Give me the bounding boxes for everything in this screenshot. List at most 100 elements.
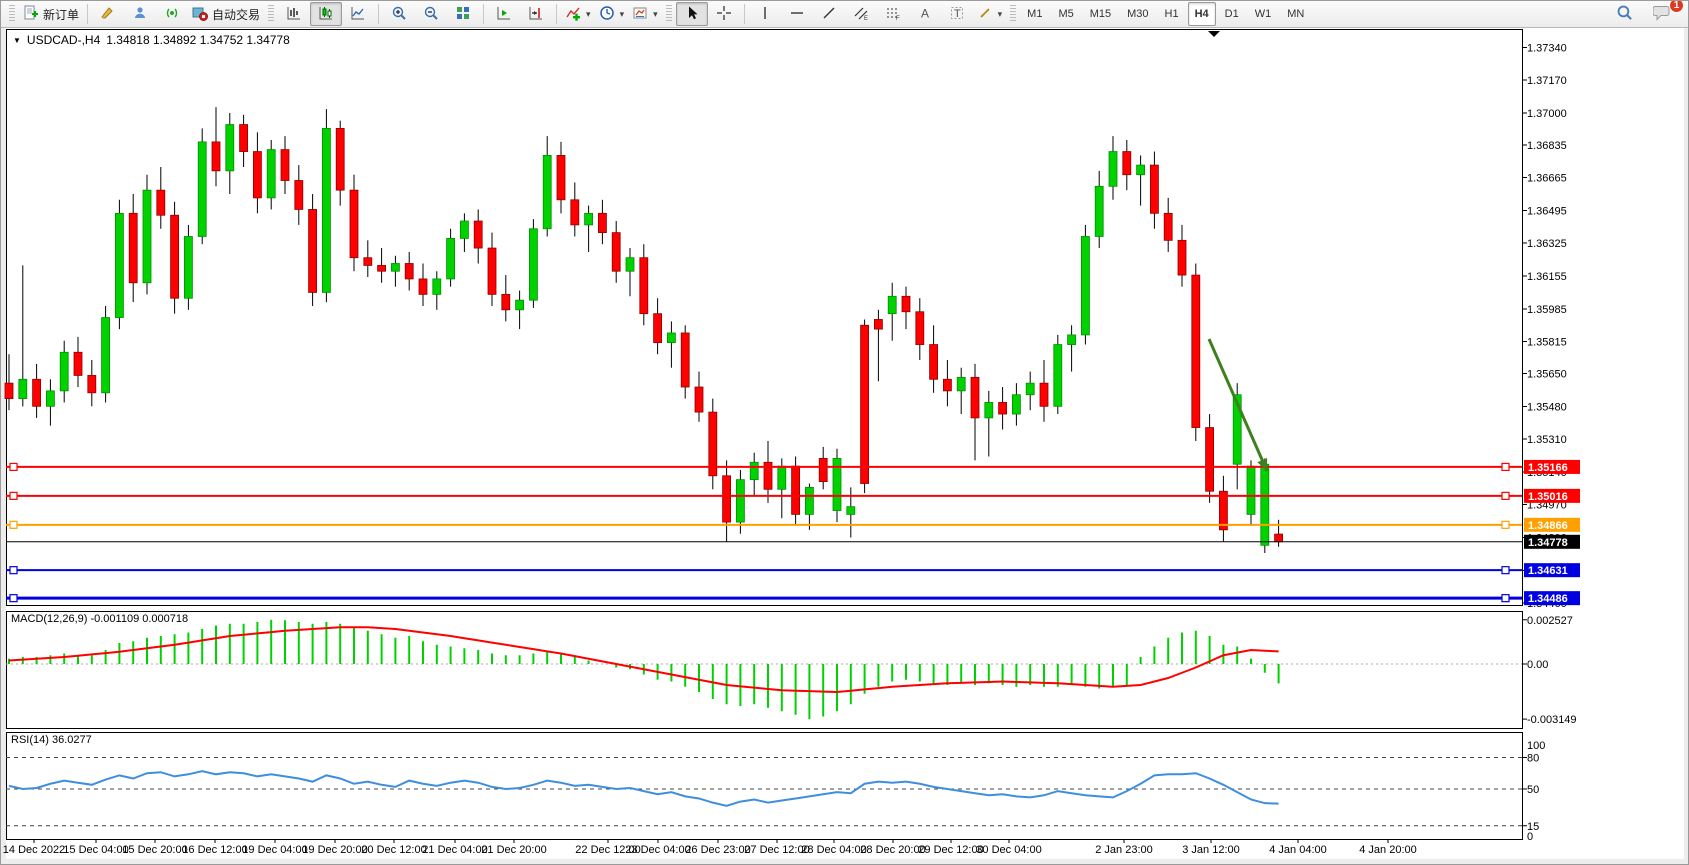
svg-text:80: 80: [1527, 753, 1539, 765]
candle: [59, 340, 69, 403]
timeframe-button-d1[interactable]: D1: [1224, 8, 1239, 20]
rsi-series: [6, 757, 1522, 827]
toolbar-grip[interactable]: [9, 5, 15, 23]
search-button[interactable]: [1608, 2, 1640, 26]
templates-button[interactable]: ▾: [628, 2, 662, 26]
svg-text:1.36325: 1.36325: [1527, 238, 1567, 250]
timeframe-button-h4[interactable]: H4: [1187, 2, 1216, 26]
line-chart-mode-button[interactable]: [342, 2, 374, 26]
macd-pane: [6, 611, 1523, 729]
candle: [887, 282, 897, 341]
zoom-in-button[interactable]: [383, 2, 415, 26]
candle: [1108, 136, 1118, 200]
line-handle-right[interactable]: [1501, 594, 1510, 603]
line-handle-left[interactable]: [9, 520, 18, 529]
zoom-out-button[interactable]: [415, 2, 447, 26]
toolbar-grip[interactable]: [665, 5, 672, 23]
timeframe-button-mn[interactable]: MN: [1287, 8, 1305, 20]
svg-text:1.35310: 1.35310: [1527, 434, 1567, 446]
candle: [1219, 475, 1228, 542]
chart-shift-button[interactable]: [520, 2, 552, 26]
candle: [418, 263, 428, 306]
candle: [183, 224, 193, 310]
svg-text:1.35016: 1.35016: [1528, 491, 1568, 503]
candle: [542, 136, 552, 237]
macd-axis: 0.002527 0.00 -0.003149: [1522, 615, 1577, 726]
svg-text:A: A: [921, 6, 929, 20]
candle: [805, 483, 814, 530]
timeframe-button-m15[interactable]: M15: [1089, 8, 1112, 20]
macd-series: [6, 619, 1522, 720]
candle: [335, 120, 345, 206]
horizontal-line-tool-button[interactable]: [781, 2, 813, 26]
horizontal-line-1.34866[interactable]: 1.34866: [6, 517, 1580, 532]
timeframe-button-h1[interactable]: H1: [1164, 8, 1179, 20]
candlestick-series: [4, 107, 1283, 553]
indicators-button[interactable]: ▾: [561, 2, 595, 26]
timeframe-button-m1[interactable]: M1: [1027, 8, 1043, 20]
candle: [473, 209, 483, 264]
new-order-icon: [23, 5, 39, 24]
arrows-icon: [977, 5, 993, 24]
community-button[interactable]: [124, 2, 156, 26]
candle: [225, 112, 235, 195]
signal-icon: [164, 5, 180, 24]
signals-button[interactable]: [156, 2, 188, 26]
new-order-button[interactable]: 新订单: [19, 2, 83, 26]
toolbar-grip[interactable]: [268, 5, 275, 23]
candlestick-mode-button[interactable]: [310, 2, 343, 26]
vertical-line-tool-button[interactable]: [749, 2, 781, 26]
line-handle-left[interactable]: [9, 566, 18, 575]
candle: [860, 319, 869, 494]
auto-scroll-button[interactable]: [488, 2, 520, 26]
time-axis-label: 27 Dec 12:00: [744, 844, 809, 856]
crosshair-tool-button[interactable]: [708, 2, 740, 26]
periods-button[interactable]: ▾: [595, 2, 629, 26]
candle: [280, 136, 290, 195]
text-label-tool-button[interactable]: T: [941, 2, 973, 26]
timeframe-button-w1[interactable]: W1: [1254, 8, 1272, 20]
line-handle-right[interactable]: [1501, 520, 1510, 529]
timeframe-button-m5[interactable]: M5: [1058, 8, 1074, 20]
candle: [101, 305, 110, 403]
line-handle-right[interactable]: [1501, 491, 1510, 500]
horizontal-line-1.34486[interactable]: 1.34486: [6, 591, 1580, 606]
auto-trading-button[interactable]: 自动交易: [188, 2, 264, 26]
line-handle-left[interactable]: [9, 491, 18, 500]
line-handle-left[interactable]: [9, 594, 18, 603]
horizontal-line-1.35166[interactable]: 1.35166: [6, 459, 1580, 474]
line-handle-left[interactable]: [9, 462, 18, 472]
symbol-dropdown-icon[interactable]: ▼: [13, 35, 21, 45]
timeframe-group: M1 M5 M15 M30 H1 H4 D1 W1 MN: [1020, 2, 1311, 26]
svg-text:1.37340: 1.37340: [1527, 42, 1567, 54]
toolbar-grip[interactable]: [1010, 5, 1017, 23]
bar-chart-mode-button[interactable]: [278, 2, 310, 26]
line-handle-right[interactable]: [1501, 566, 1510, 575]
time-axis-label: 15 Dec 04:00: [63, 844, 128, 856]
text-tool-button[interactable]: A: [909, 2, 941, 26]
candle: [487, 232, 497, 306]
horizontal-line-1.35016[interactable]: 1.35016: [6, 488, 1580, 503]
horizontal-line-1.34631[interactable]: 1.34631: [6, 563, 1580, 578]
horizontal-line-icon: [789, 5, 805, 24]
chat-bubble-icon: [1652, 4, 1671, 24]
time-axis-label: 3 Jan 12:00: [1182, 844, 1240, 856]
equidistant-channel-tool-button[interactable]: E: [845, 2, 877, 26]
channel-icon: E: [853, 5, 869, 24]
line-handle-right[interactable]: [1501, 462, 1510, 472]
notifications-button[interactable]: 1: [1646, 1, 1684, 26]
arrows-tool-button[interactable]: ▾: [973, 2, 1007, 26]
candle: [363, 240, 373, 278]
clock-icon: [599, 5, 615, 24]
cursor-tool-button[interactable]: [675, 2, 708, 26]
timeframe-button-m30[interactable]: M30: [1127, 8, 1149, 20]
fibonacci-tool-button[interactable]: F: [877, 2, 909, 26]
trendline-tool-button[interactable]: [813, 2, 845, 26]
quotes-button[interactable]: [92, 2, 124, 26]
horizontal-line-1.34778[interactable]: 1.34778: [6, 534, 1580, 549]
chart-shift-marker[interactable]: [1208, 31, 1220, 37]
chart-title: ▼ USDCAD-,H4 1.34818 1.34892 1.34752 1.3…: [13, 33, 290, 47]
arrow-annotation[interactable]: [1207, 338, 1269, 472]
tile-windows-button[interactable]: [447, 2, 479, 26]
